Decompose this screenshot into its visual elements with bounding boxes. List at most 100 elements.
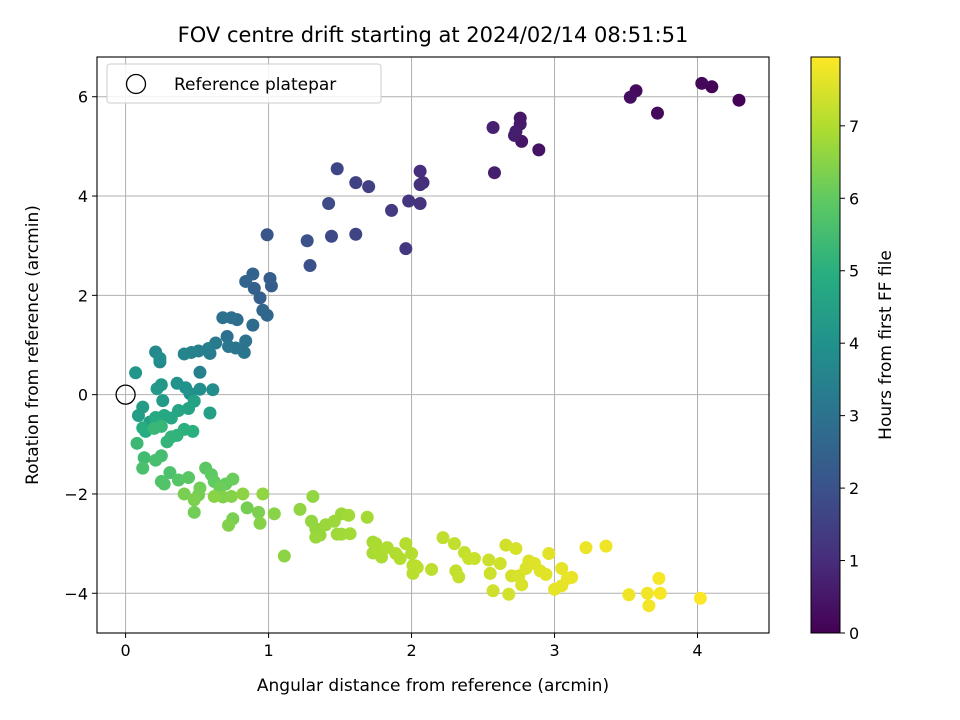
data-point [487,166,501,180]
data-point [640,586,654,600]
data-point [150,382,164,396]
data-point [705,80,719,94]
data-point [413,178,427,192]
x-tick-label: 2 [406,641,416,660]
data-point [306,489,320,503]
data-point [405,547,419,561]
data-point [252,505,266,519]
chart-title: FOV centre drift starting at 2024/02/14 … [178,23,689,47]
data-point [260,308,274,322]
data-point [253,516,267,530]
data-point [303,259,317,273]
colorbar-tick-label: 4 [849,334,859,353]
data-point [370,541,384,555]
data-point [507,128,521,142]
data-point [413,164,427,178]
data-point [293,502,307,516]
data-point [220,330,234,344]
colorbar-tick-label: 2 [849,479,859,498]
data-point [136,461,150,475]
reference-platepar-marker [115,384,136,405]
x-tick-label: 0 [121,641,131,660]
data-point [360,510,374,524]
data-point [129,366,143,380]
data-point [277,549,291,563]
data-point [157,477,171,491]
data-point [385,203,399,217]
data-point [160,435,174,449]
data-point [623,90,637,104]
data-point [486,121,500,135]
y-tick-label: −4 [64,584,88,603]
data-point [483,566,497,580]
data-point [436,531,450,545]
data-point [149,453,163,467]
data-point [322,196,336,210]
data-point [182,402,196,416]
data-point [349,176,363,190]
data-points [115,76,746,613]
y-tick-label: 4 [78,187,88,206]
data-point [240,501,254,515]
data-point [131,409,145,423]
data-point [267,507,281,521]
data-point [324,229,338,243]
y-tick-label: 0 [78,386,88,405]
y-tick-label: 2 [78,286,88,305]
colorbar-tick-label: 1 [849,552,859,571]
data-point [177,347,191,361]
data-point [239,274,253,288]
data-point [732,93,746,107]
colorbar: 0 1 2 3 4 5 6 7 Hours from first FF file [810,56,896,643]
data-point [309,530,323,544]
data-point [467,552,481,566]
data-point [130,436,144,450]
data-point [137,451,151,465]
x-axis-label: Angular distance from reference (arcmin) [257,676,609,696]
data-point [599,539,613,553]
data-point [153,351,167,365]
data-point [452,570,466,584]
colorbar-gradient [810,56,841,634]
data-point [222,339,236,353]
data-point [256,487,270,501]
data-point [509,542,523,556]
data-point [650,106,664,120]
colorbar-tick-label: 5 [849,262,859,281]
data-point [693,591,707,605]
data-point [156,394,170,408]
data-point [542,547,556,561]
colorbar-tick-label: 6 [849,189,859,208]
data-point [236,487,250,501]
legend-label: Reference platepar [174,75,336,95]
data-point [425,562,439,576]
data-point [253,291,267,305]
data-point [362,180,376,194]
x-tick-label: 4 [692,641,702,660]
data-point [260,228,274,242]
colorbar-label: Hours from first FF file [876,250,896,440]
data-point [413,196,427,210]
data-point [343,527,357,541]
data-point [399,537,413,551]
colorbar-ticks: 0 1 2 3 4 5 6 7 [840,117,859,643]
data-point [653,586,667,600]
y-axis-label: Rotation from reference (arcmin) [23,205,43,485]
data-point [622,588,636,602]
data-point [187,493,201,507]
y-axis-ticks: −4 −2 0 2 4 6 [64,88,97,603]
data-point [532,143,546,157]
data-point [642,599,656,613]
data-point [226,472,240,486]
data-point [402,194,416,208]
data-point [579,541,593,555]
legend-marker [125,73,147,95]
plot-frame [96,56,770,634]
x-tick-label: 3 [549,641,559,660]
x-axis-ticks: 0 1 2 3 4 [121,633,703,660]
colorbar-tick-label: 7 [849,117,859,136]
data-point [206,383,220,397]
legend-box [106,63,382,104]
x-tick-label: 1 [263,641,273,660]
data-point [652,571,666,585]
